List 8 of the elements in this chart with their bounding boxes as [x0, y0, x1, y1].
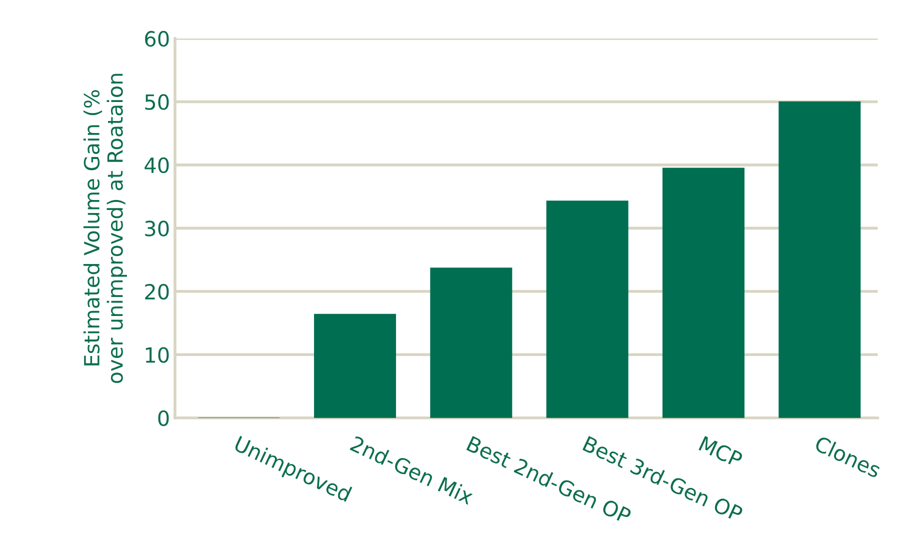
y-tick-label: 40 [144, 157, 169, 174]
y-tick-label: 10 [146, 347, 169, 363]
y-tick-label: 60 [145, 30, 169, 47]
y-tick-label: 30 [145, 220, 169, 236]
y-tick-label: 50 [145, 94, 169, 110]
y-tick-label: 0 [158, 410, 169, 426]
y-tick-label: 20 [145, 284, 169, 300]
y-axis-title: Estimated Volume Gain (% over unimproved) at Roataion [83, 74, 127, 384]
